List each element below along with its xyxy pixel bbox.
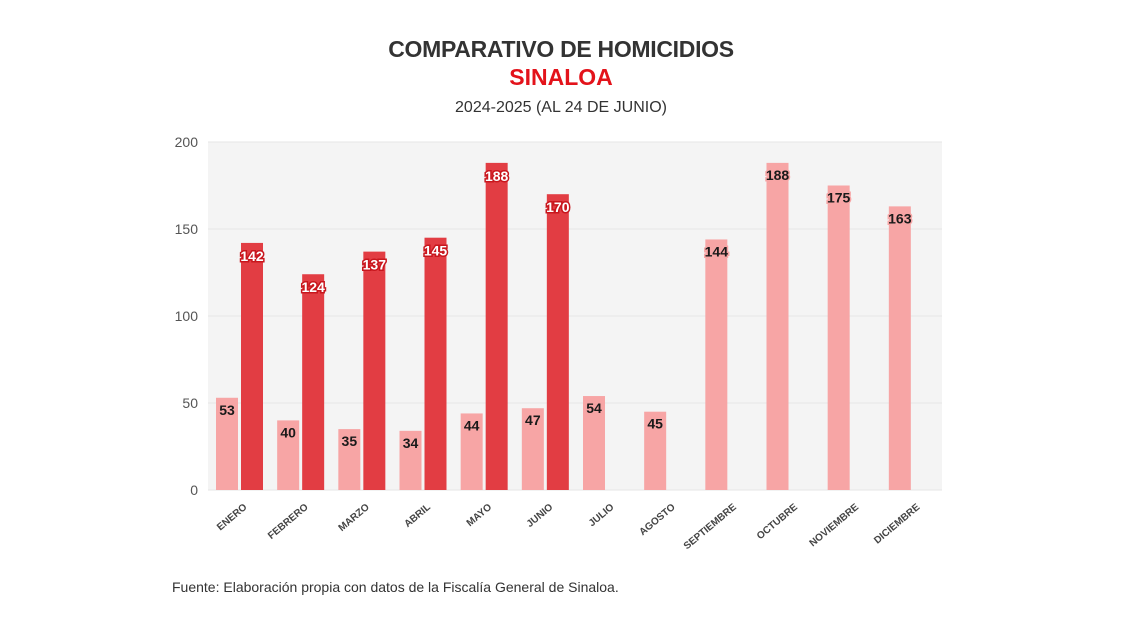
value-label-2025-marzo: 137 [363, 257, 387, 273]
x-tick-label: SEPTIEMBRE [682, 502, 739, 552]
value-label-2024-junio: 47 [525, 412, 541, 428]
x-tick-label: MARZO [337, 502, 372, 534]
x-tick-label: AGOSTO [637, 502, 677, 538]
value-label-2024-agosto: 45 [647, 416, 663, 432]
value-label-2024-octubre: 188 [766, 167, 790, 183]
bar-2025-junio [546, 194, 569, 490]
x-tick-label: FEBRERO [266, 502, 311, 542]
value-label-2025-junio: 170 [546, 199, 570, 215]
x-tick-label: MAYO [465, 502, 495, 529]
bar-2024-diciembre [888, 206, 911, 490]
y-axis: 0 50 100 150 200 [175, 134, 199, 498]
chart-title: COMPARATIVO DE HOMICIDIOS [388, 36, 734, 62]
gridlines [208, 141, 942, 491]
chart-period: 2024-2025 (AL 24 DE JUNIO) [455, 99, 667, 116]
bar-2025-enero [241, 242, 263, 490]
value-label-2024-febrero: 40 [280, 424, 296, 440]
value-label-2024-marzo: 35 [342, 433, 358, 449]
bar-2024-agosto [644, 411, 667, 490]
y-tick-label: 200 [175, 134, 199, 150]
bar-2024-septiembre [705, 239, 728, 490]
x-tick-label: OCTUBRE [755, 502, 800, 542]
source-note: Fuente: Elaboración propia con datos de … [172, 579, 619, 595]
value-labels: 53 142 40 124 35 137 34 145 44 188 47 170 54 45 144 188… [218, 165, 914, 452]
value-label-2025-mayo: 188 [485, 168, 509, 184]
y-tick-label: 150 [175, 221, 199, 237]
x-tick-label: NOVIEMBRE [808, 502, 862, 550]
x-axis: ENERO FEBRERO MARZO ABRIL MAYO JUNIO JULIO AGOS… [215, 502, 922, 552]
y-tick-label: 100 [175, 308, 199, 324]
x-tick-label: JUNIO [525, 502, 556, 530]
x-tick-label: DICIEMBRE [872, 502, 922, 547]
x-tick-label: ABRIL [402, 502, 432, 530]
chart-subtitle: SINALOA [509, 64, 613, 90]
bar-2024-marzo [338, 429, 361, 490]
value-label-2025-abril: 145 [424, 243, 448, 259]
value-label-2025-febrero: 124 [301, 279, 325, 295]
bars [216, 162, 911, 490]
bar-2024-febrero [277, 420, 300, 490]
value-label-2024-mayo: 44 [464, 417, 480, 433]
value-label-2024-diciembre: 163 [888, 210, 912, 226]
value-label-2025-enero: 142 [240, 248, 264, 264]
bar-2024-julio [583, 396, 605, 490]
value-label-2024-abril: 34 [403, 435, 419, 451]
bar-2025-febrero [302, 274, 325, 490]
y-tick-label: 0 [190, 482, 198, 498]
value-label-2024-noviembre: 175 [827, 190, 851, 206]
bar-2024-enero [216, 397, 238, 490]
value-label-2024-julio: 54 [586, 400, 602, 416]
bar-2025-abril [424, 237, 447, 490]
bar-2025-marzo [363, 251, 386, 490]
value-label-2024-septiembre: 144 [705, 243, 729, 259]
bar-2025-mayo [485, 162, 508, 490]
bar-2024-abril [399, 430, 422, 490]
bar-2024-mayo [460, 413, 483, 490]
bar-2024-octubre [766, 162, 789, 490]
bar-2024-noviembre [827, 185, 850, 490]
x-tick-label: ENERO [215, 502, 249, 533]
y-tick-label: 50 [182, 395, 198, 411]
value-label-2024-enero: 53 [219, 402, 235, 418]
bar-2024-junio [521, 408, 544, 490]
x-tick-label: JULIO [587, 502, 617, 529]
